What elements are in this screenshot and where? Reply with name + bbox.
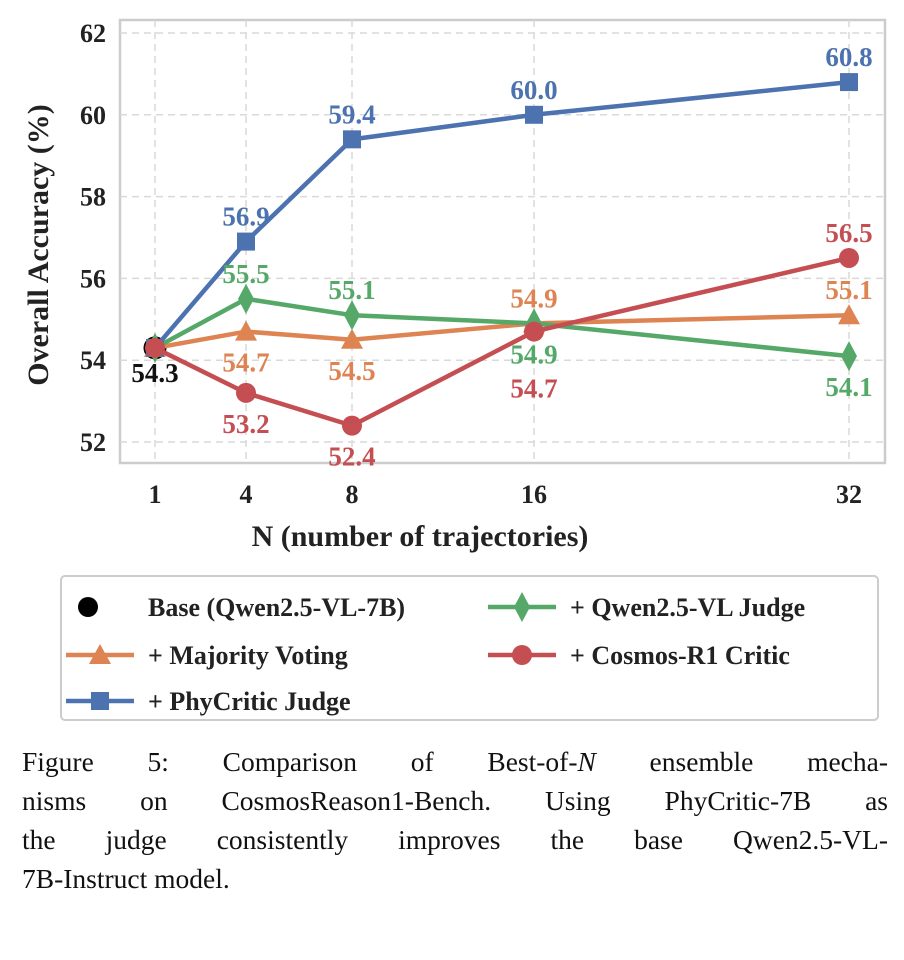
data-label: 55.1 bbox=[328, 275, 375, 305]
legend-label: + Qwen2.5-VL Judge bbox=[570, 593, 805, 622]
data-label: 54.7 bbox=[510, 374, 557, 404]
series-marker bbox=[235, 320, 257, 341]
legend-label: + Cosmos-R1 Critic bbox=[570, 641, 790, 670]
data-label: 56.9 bbox=[222, 202, 269, 232]
legend-marker bbox=[91, 692, 109, 710]
series-marker bbox=[145, 337, 165, 358]
series-marker bbox=[841, 341, 857, 372]
y-tick-label: 52 bbox=[80, 428, 106, 457]
series-marker bbox=[840, 73, 858, 92]
caption-text: Figure 5: Comparison of Best-of- bbox=[22, 746, 578, 777]
data-label: 54.7 bbox=[222, 348, 269, 378]
data-label: 53.2 bbox=[222, 409, 269, 439]
data-label: 52.4 bbox=[328, 442, 375, 472]
line-chart: 52 54 56 58 60 62 1 4 8 16 32 N (number of trajecto… bbox=[22, 18, 887, 721]
series-marker bbox=[839, 247, 859, 268]
data-label: 56.5 bbox=[825, 218, 872, 248]
legend-label: + Majority Voting bbox=[148, 641, 348, 670]
data-label: 55.5 bbox=[222, 259, 269, 289]
legend-marker bbox=[89, 644, 111, 664]
series-marker bbox=[238, 283, 254, 314]
caption-line-1: Figure 5: Comparison of Best-of-N ensemb… bbox=[22, 742, 888, 781]
data-label: 54.9 bbox=[510, 283, 557, 313]
legend-label: + PhyCritic Judge bbox=[148, 687, 351, 716]
x-tick-label: 32 bbox=[836, 480, 862, 509]
legend-marker bbox=[514, 592, 530, 622]
plot-area bbox=[118, 18, 887, 465]
y-tick-label: 56 bbox=[80, 264, 106, 293]
series-marker bbox=[342, 415, 362, 436]
x-axis-title: N (number of trajectories) bbox=[252, 520, 589, 553]
x-tick-label: 16 bbox=[521, 480, 547, 509]
data-label: 54.3 bbox=[131, 358, 178, 388]
y-tick-label: 54 bbox=[80, 346, 106, 375]
caption-line-2: nisms on CosmosReason1-Bench. Using PhyC… bbox=[22, 785, 888, 816]
series-marker bbox=[237, 232, 255, 251]
series-marker bbox=[343, 130, 361, 149]
x-tick-label: 4 bbox=[240, 480, 253, 509]
data-label: 54.9 bbox=[510, 339, 557, 369]
x-tick-label: 8 bbox=[346, 480, 359, 509]
x-tick-label: 1 bbox=[149, 480, 162, 509]
legend-marker bbox=[78, 597, 98, 617]
y-axis-title: Overall Accuracy (%) bbox=[22, 104, 55, 386]
data-label: 54.5 bbox=[328, 356, 375, 386]
figure-caption: Figure 5: Comparison of Best-of-N ensemb… bbox=[22, 742, 888, 898]
y-tick-label: 58 bbox=[80, 183, 106, 212]
caption-line-4: 7B-Instruct model. bbox=[22, 863, 230, 894]
series-marker bbox=[236, 382, 256, 403]
caption-italic-n: N bbox=[577, 746, 596, 777]
data-label: 60.8 bbox=[825, 42, 872, 72]
legend-label: Base (Qwen2.5-VL-7B) bbox=[148, 593, 405, 622]
series-marker bbox=[525, 105, 543, 124]
legend-box bbox=[60, 575, 879, 721]
data-label: 59.4 bbox=[328, 99, 375, 129]
series-marker bbox=[838, 304, 860, 325]
y-tick-label: 60 bbox=[80, 101, 106, 130]
legend-marker bbox=[512, 645, 532, 665]
caption-text: ensemble mecha- bbox=[595, 746, 889, 777]
data-label: 54.1 bbox=[825, 372, 872, 402]
y-tick-label: 62 bbox=[80, 19, 106, 48]
series-marker bbox=[344, 300, 360, 331]
series-marker bbox=[524, 321, 544, 342]
caption-line-3: the judge consistently improves the base… bbox=[22, 824, 888, 855]
series-marker bbox=[341, 328, 363, 349]
data-label: 55.1 bbox=[825, 275, 872, 305]
data-label: 60.0 bbox=[510, 75, 557, 105]
